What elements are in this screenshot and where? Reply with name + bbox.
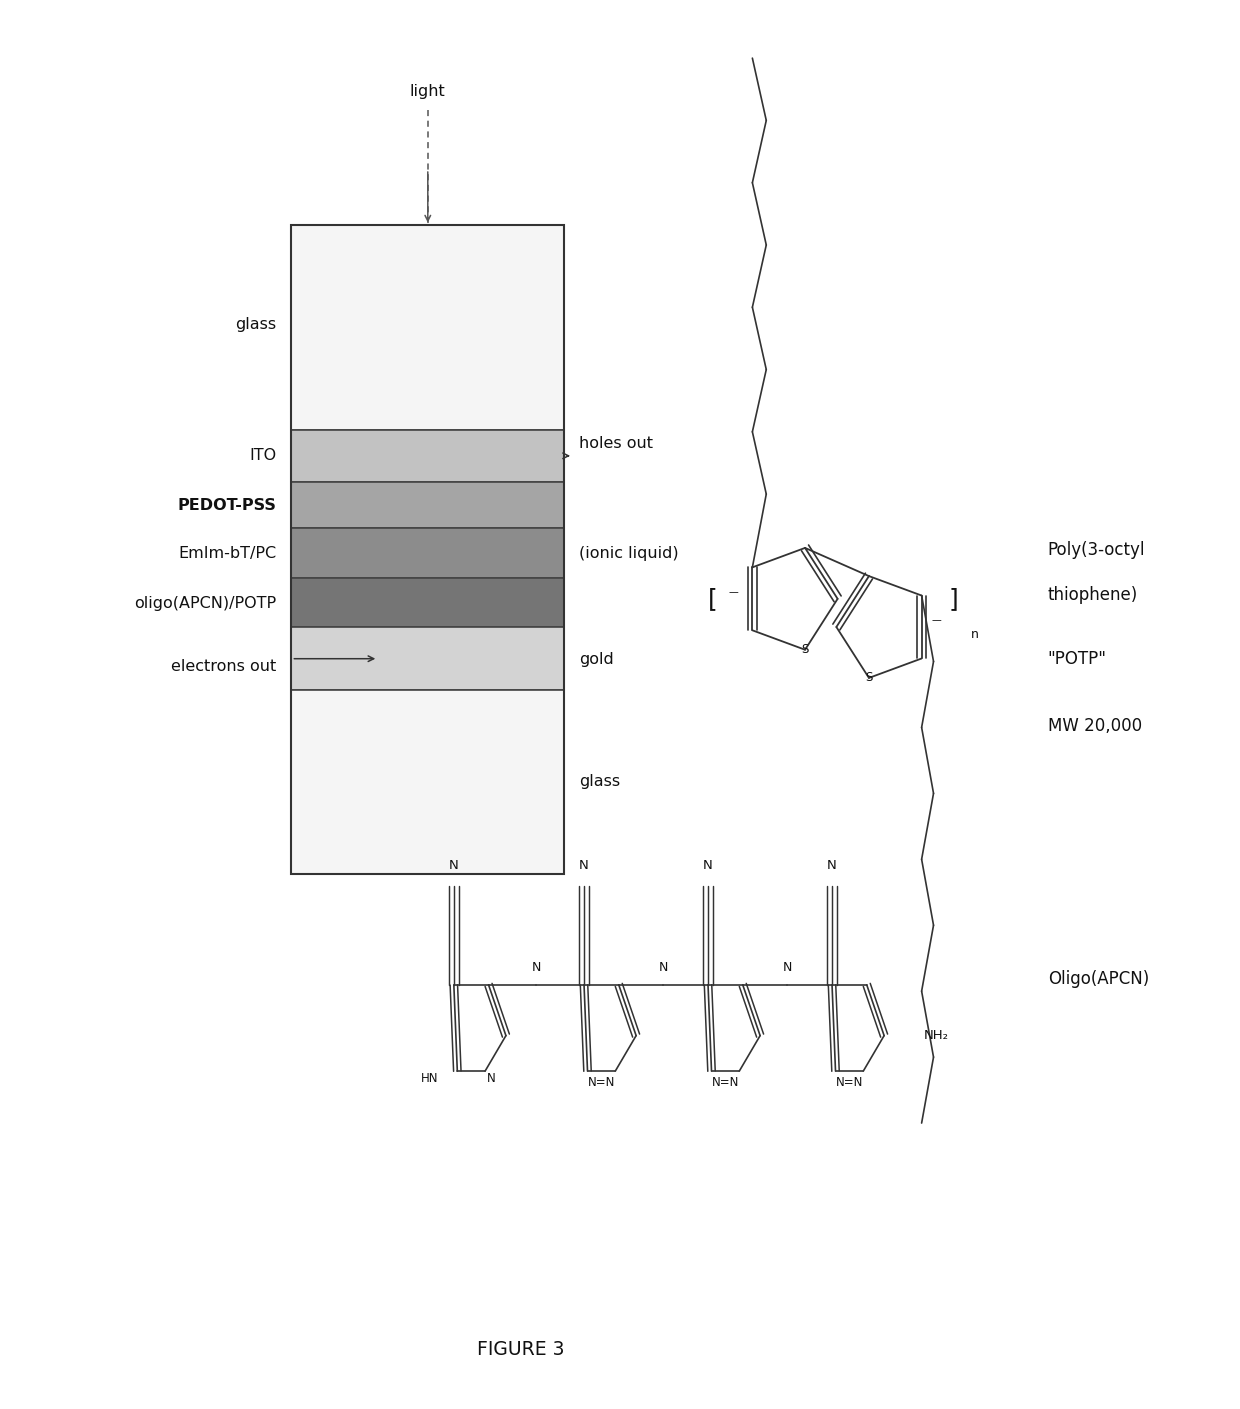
Text: S: S (866, 672, 873, 685)
Text: thiophene): thiophene) (1048, 586, 1138, 603)
Bar (291, 690, 564, 874)
Text: [: [ (708, 586, 717, 612)
Bar (291, 627, 564, 690)
Text: EmIm-bT/PC: EmIm-bT/PC (179, 547, 277, 561)
Text: —: — (729, 586, 738, 597)
Text: ]: ] (949, 586, 957, 612)
Bar (291, 578, 564, 627)
Text: —: — (932, 614, 941, 626)
Text: oligo(APCN)/POTP: oligo(APCN)/POTP (134, 596, 277, 610)
Text: gold: gold (579, 652, 614, 666)
Text: light: light (410, 85, 445, 99)
Text: n: n (971, 627, 980, 641)
Text: ITO: ITO (249, 448, 277, 464)
Text: N: N (579, 858, 589, 872)
Text: N=N: N=N (712, 1076, 739, 1089)
Text: N: N (827, 858, 837, 872)
Text: "POTP": "POTP" (1048, 651, 1107, 668)
Text: holes out: holes out (579, 437, 653, 451)
Bar (291, 225, 564, 874)
Text: electrons out: electrons out (171, 659, 277, 674)
Text: N: N (703, 858, 713, 872)
Text: N: N (532, 961, 541, 975)
Text: (ionic liquid): (ionic liquid) (579, 547, 678, 561)
Text: Oligo(APCN): Oligo(APCN) (1048, 971, 1149, 988)
Text: N: N (449, 858, 459, 872)
Text: MW 20,000: MW 20,000 (1048, 717, 1142, 734)
Text: FIGURE 3: FIGURE 3 (477, 1340, 564, 1360)
Text: N: N (658, 961, 668, 975)
Bar (291, 482, 564, 528)
Text: S: S (801, 644, 808, 657)
Bar (291, 528, 564, 578)
Text: N=N: N=N (836, 1076, 863, 1089)
Text: PEDOT-PSS: PEDOT-PSS (177, 499, 277, 513)
Text: N=N: N=N (588, 1076, 615, 1089)
Bar (291, 430, 564, 482)
Text: N: N (487, 1072, 496, 1085)
Text: Poly(3-octyl: Poly(3-octyl (1048, 541, 1146, 558)
Text: glass: glass (579, 775, 620, 789)
Text: NH₂: NH₂ (924, 1029, 949, 1043)
Bar (291, 225, 564, 430)
Text: glass: glass (236, 317, 277, 331)
Text: N: N (782, 961, 792, 975)
Text: HN: HN (422, 1072, 439, 1085)
